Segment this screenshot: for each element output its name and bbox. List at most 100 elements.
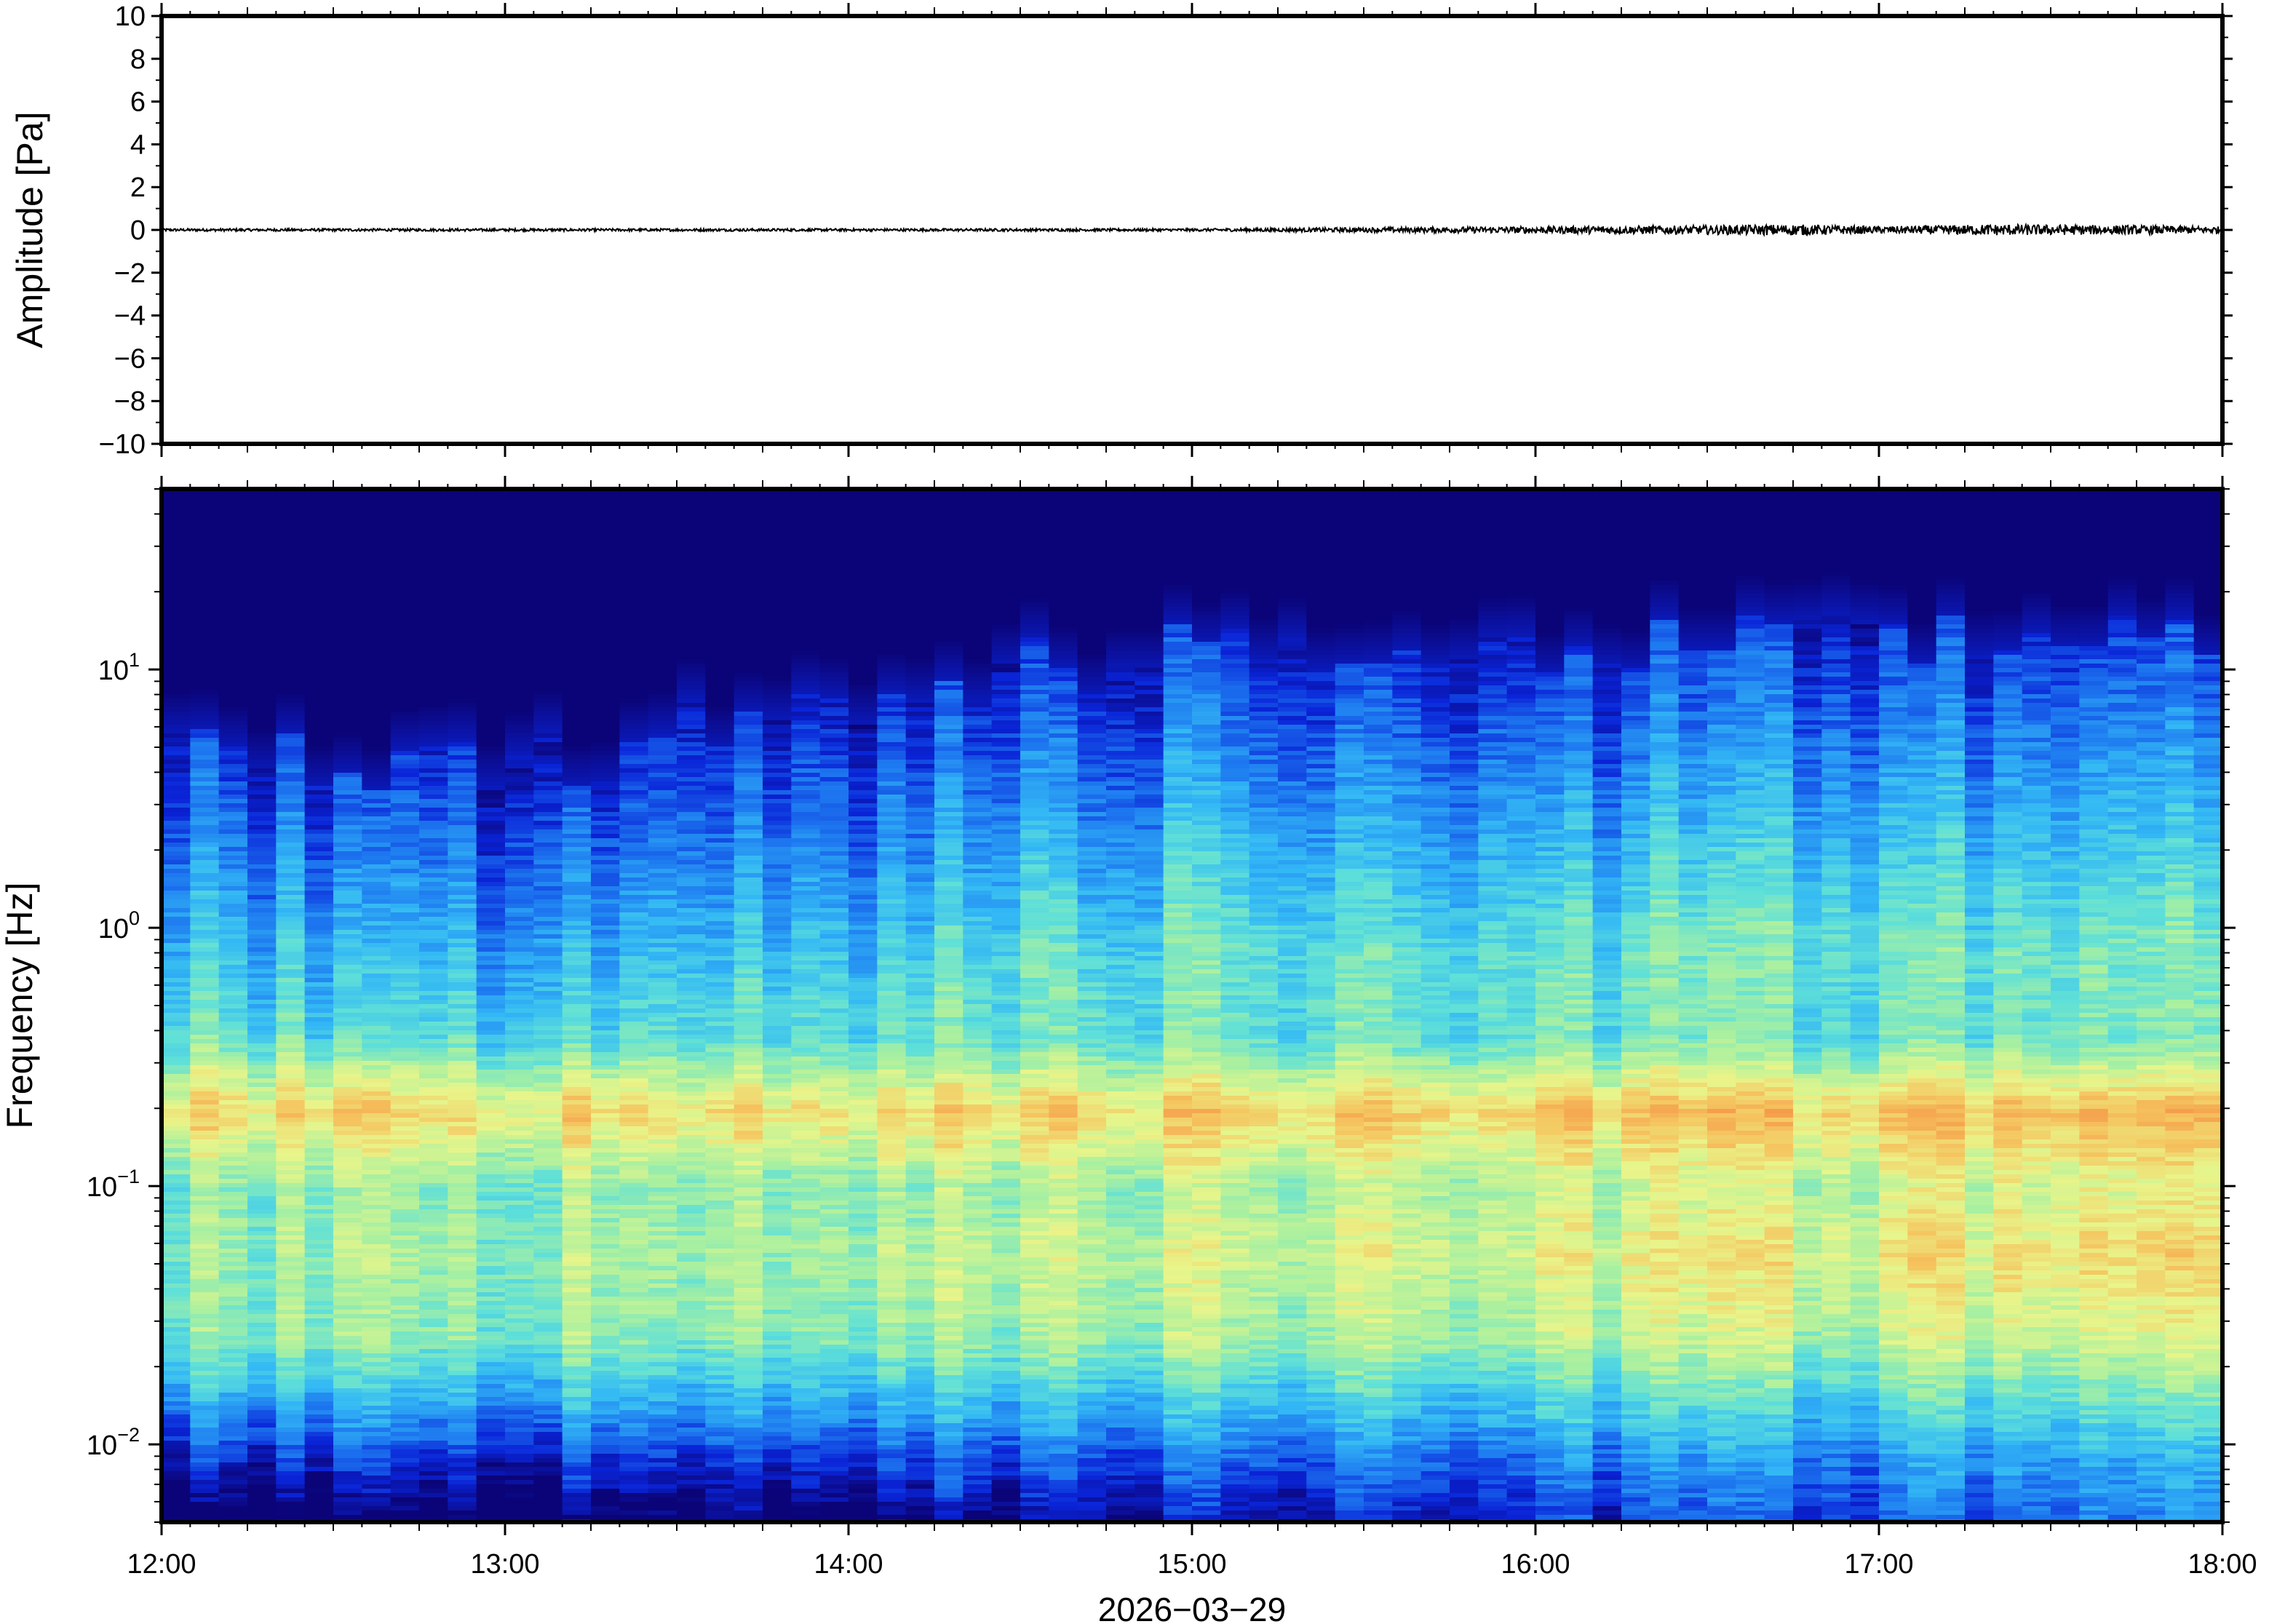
spectrogram-cell (304, 747, 334, 752)
spectrogram-cell (276, 908, 306, 913)
spectrogram-cell (591, 1423, 620, 1429)
spectrogram-cell (505, 960, 534, 966)
spectrogram-cell (419, 1253, 448, 1258)
spectrogram-cell (276, 1205, 306, 1210)
spectrogram-cell (677, 646, 706, 651)
spectrogram-cell (304, 773, 334, 778)
spectrogram-cell (362, 987, 392, 992)
spectrogram-cell (333, 668, 362, 673)
spectrogram-cell (448, 585, 477, 590)
spectrogram-cell (247, 1157, 277, 1162)
spectrogram-cell (190, 1336, 220, 1342)
spectrogram-cell (591, 698, 620, 704)
spectrogram-cell (562, 1043, 592, 1048)
spectrogram-cell (448, 733, 477, 739)
spectrogram-cell (419, 559, 448, 564)
spectrogram-cell (362, 891, 392, 896)
spectrogram-cell (619, 1266, 649, 1271)
spectrogram-cell (362, 1414, 392, 1420)
spectrogram-cell (390, 1043, 420, 1048)
spectrogram-cell (390, 568, 420, 573)
spectrogram-cell (218, 1454, 248, 1460)
spectrogram-cell (619, 659, 649, 664)
spectrogram-cell (619, 1345, 649, 1350)
spectrogram-cell (276, 790, 306, 795)
spectrogram-cell (677, 1476, 706, 1481)
spectrogram-cell (619, 1318, 649, 1324)
spectrogram-cell (505, 1432, 534, 1438)
spectrogram-cell (533, 616, 563, 621)
spectrogram-cell (419, 816, 448, 821)
spectrogram-cell (190, 825, 220, 830)
spectrogram-cell (390, 895, 420, 900)
spectrogram-cell (619, 777, 649, 782)
spectrogram-cell (362, 1510, 392, 1516)
spectrogram-cell (591, 572, 620, 577)
spectrogram-cell (705, 1323, 735, 1329)
spectrogram-cell (419, 965, 448, 970)
spectrogram-cell (448, 781, 477, 787)
spectrogram-cell (419, 1070, 448, 1075)
spectrogram-cell (190, 1362, 220, 1368)
spectrogram-cell (476, 1201, 506, 1206)
spectrogram-cell (505, 912, 534, 918)
spectrogram-cell (533, 1375, 563, 1381)
spectrogram-cell (247, 947, 277, 952)
spectrogram-cell (533, 790, 563, 795)
spectrogram-cell (619, 1022, 649, 1027)
spectrogram-cell (505, 1441, 534, 1446)
spectrogram-cell (476, 1484, 506, 1490)
spectrogram-cell (677, 1022, 706, 1027)
spectrogram-cell (533, 1026, 563, 1031)
spectrogram-cell (533, 1135, 563, 1140)
spectrogram-cell (591, 917, 620, 922)
spectrogram-cell (533, 1462, 563, 1468)
spectrogram-cell (533, 816, 563, 821)
spectrogram-cell (619, 877, 649, 883)
spectrogram-cell (247, 1327, 277, 1333)
spectrogram-cell (705, 1070, 735, 1075)
spectrogram-cell (533, 1288, 563, 1293)
spectrogram-cell (162, 655, 191, 660)
spectrogram-cell (304, 1004, 334, 1009)
spectrogram-cell (705, 969, 735, 974)
spectrogram-cell (505, 1384, 534, 1390)
spectrogram-cell (562, 672, 592, 677)
spectrogram-cell (333, 1497, 362, 1503)
spectrogram-cell (476, 943, 506, 948)
spectrogram-cell (591, 1214, 620, 1219)
spectrogram-cell (218, 655, 248, 660)
spectrogram-cell (705, 952, 735, 957)
spectrogram-cell (362, 1083, 392, 1088)
spectrogram-cell (362, 764, 392, 769)
spectrogram-cell (677, 563, 706, 568)
spectrogram-cell (247, 1362, 277, 1368)
spectrogram-cell (190, 585, 220, 590)
spectrogram-cell (390, 1183, 420, 1188)
spectrogram-cell (190, 520, 220, 525)
spectrogram-cell (562, 694, 592, 699)
spectrogram-cell (562, 987, 592, 992)
spectrogram-cell (562, 873, 592, 878)
spectrogram-cell (476, 1039, 506, 1044)
spectrogram-cell (333, 777, 362, 782)
spectrogram-cell (677, 672, 706, 677)
spectrogram-cell (448, 1227, 477, 1232)
spectrogram-cell (562, 1161, 592, 1166)
spectrogram-cell (591, 541, 620, 546)
spectrogram-cell (162, 742, 191, 747)
spectrogram-cell (247, 694, 277, 699)
spectrogram-cell (362, 725, 392, 730)
spectrogram-cell (562, 576, 592, 581)
spectrogram-cell (705, 729, 735, 734)
spectrogram-cell (419, 991, 448, 996)
spectrogram-cell (390, 611, 420, 616)
spectrogram-cell (276, 1384, 306, 1390)
spectrogram-cell (677, 1052, 706, 1057)
spectrogram-cell (304, 1065, 334, 1070)
spectrogram-cell (247, 781, 277, 787)
spectrogram-cell (505, 808, 534, 813)
spectrogram-cell (705, 847, 735, 852)
spectrogram-cell (648, 546, 677, 551)
spectrogram-cell (190, 1476, 220, 1481)
